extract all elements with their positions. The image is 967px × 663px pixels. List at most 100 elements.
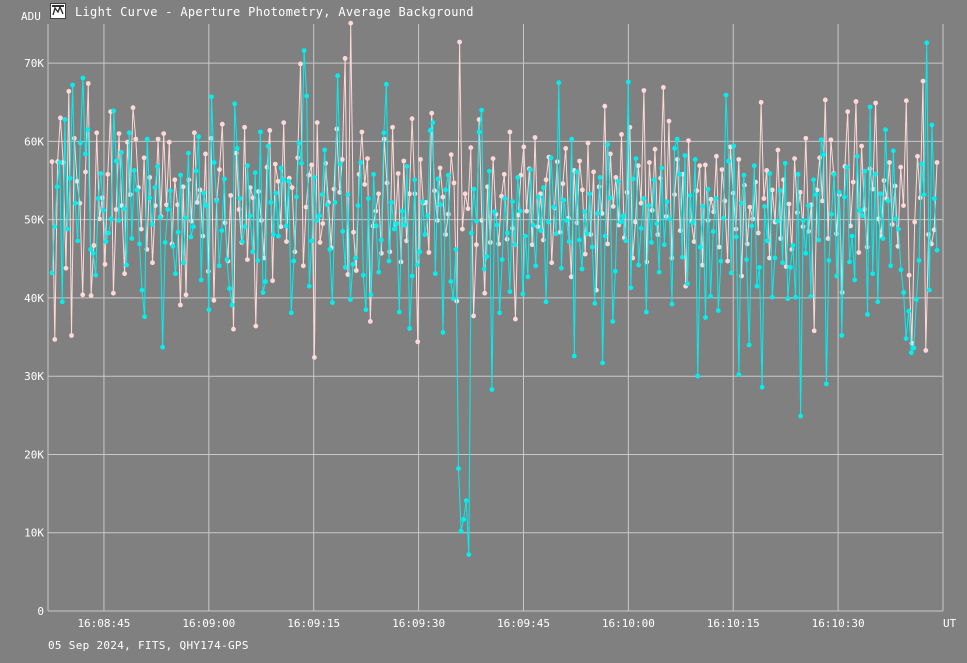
data-point bbox=[348, 297, 353, 302]
data-point bbox=[216, 263, 222, 269]
series-2 bbox=[49, 20, 940, 360]
data-point bbox=[864, 244, 870, 250]
data-point bbox=[862, 168, 868, 174]
data-point bbox=[402, 222, 407, 228]
data-point bbox=[713, 196, 719, 201]
data-point bbox=[750, 216, 756, 222]
data-point bbox=[412, 177, 418, 183]
data-point bbox=[521, 144, 527, 150]
data-point bbox=[448, 152, 454, 158]
data-point bbox=[85, 81, 91, 86]
data-point bbox=[272, 161, 278, 167]
y-tick-label: 10K bbox=[24, 527, 44, 540]
data-point bbox=[777, 188, 783, 194]
data-point bbox=[535, 224, 541, 230]
data-point bbox=[504, 236, 510, 242]
data-point bbox=[795, 171, 801, 177]
data-point bbox=[426, 250, 432, 255]
data-point bbox=[97, 216, 102, 222]
data-point bbox=[722, 198, 728, 204]
data-point bbox=[502, 196, 508, 201]
data-point bbox=[490, 156, 496, 162]
data-point bbox=[389, 200, 394, 205]
data-point bbox=[584, 231, 590, 237]
data-point bbox=[435, 176, 441, 182]
data-point bbox=[466, 552, 472, 557]
data-point bbox=[751, 163, 757, 169]
data-point bbox=[170, 243, 176, 249]
data-point bbox=[409, 116, 415, 122]
light-curve-app-icon[interactable] bbox=[50, 3, 66, 19]
data-point bbox=[914, 297, 919, 302]
data-point bbox=[523, 233, 528, 239]
data-point bbox=[705, 186, 711, 192]
data-point bbox=[661, 85, 666, 90]
data-point bbox=[749, 223, 755, 229]
data-point bbox=[664, 199, 670, 205]
data-point bbox=[849, 233, 855, 239]
data-point bbox=[368, 292, 374, 298]
data-point bbox=[690, 220, 695, 226]
data-point bbox=[476, 129, 482, 135]
data-point bbox=[317, 240, 323, 245]
data-point bbox=[633, 156, 639, 162]
data-point bbox=[892, 183, 898, 189]
data-point bbox=[803, 250, 809, 256]
data-point bbox=[457, 39, 462, 45]
data-point bbox=[367, 319, 373, 324]
data-point bbox=[180, 184, 186, 190]
data-point bbox=[654, 221, 659, 227]
data-point bbox=[797, 189, 803, 195]
data-point bbox=[440, 330, 446, 335]
data-point bbox=[275, 178, 281, 184]
data-point bbox=[728, 270, 734, 276]
data-point bbox=[130, 105, 136, 111]
data-point bbox=[155, 164, 160, 169]
data-point bbox=[211, 160, 217, 165]
data-point bbox=[520, 291, 526, 297]
data-point bbox=[345, 272, 351, 277]
data-point bbox=[88, 247, 93, 252]
data-point bbox=[912, 219, 918, 225]
data-point bbox=[792, 156, 797, 162]
data-point bbox=[803, 135, 809, 141]
data-point bbox=[178, 172, 184, 178]
x-tick-label: 16:10:00 bbox=[602, 617, 655, 630]
data-point bbox=[589, 244, 595, 250]
data-point bbox=[934, 160, 940, 165]
x-tick-label: 16:09:00 bbox=[182, 617, 235, 630]
data-point bbox=[462, 191, 468, 197]
data-point bbox=[820, 198, 825, 204]
data-point bbox=[384, 180, 390, 186]
data-point bbox=[461, 517, 466, 522]
data-point bbox=[510, 199, 515, 205]
data-point bbox=[647, 160, 652, 165]
data-point bbox=[188, 234, 194, 240]
data-point bbox=[494, 222, 500, 228]
data-point bbox=[49, 159, 55, 165]
data-point bbox=[209, 94, 214, 100]
data-point bbox=[474, 242, 479, 248]
data-point bbox=[870, 271, 876, 277]
data-point bbox=[548, 155, 554, 161]
data-point bbox=[204, 203, 209, 209]
data-point bbox=[85, 127, 91, 133]
data-point bbox=[396, 309, 402, 315]
data-point bbox=[816, 237, 822, 243]
data-point bbox=[98, 171, 104, 176]
data-point bbox=[692, 157, 698, 162]
data-point bbox=[549, 260, 555, 266]
data-point bbox=[231, 326, 236, 332]
data-point bbox=[381, 130, 387, 136]
data-point bbox=[391, 226, 397, 232]
data-point bbox=[538, 228, 544, 234]
data-point bbox=[345, 192, 351, 198]
data-point bbox=[559, 265, 564, 271]
data-point bbox=[103, 239, 109, 245]
data-point bbox=[255, 258, 261, 263]
data-point bbox=[715, 308, 721, 313]
data-point bbox=[157, 214, 163, 220]
data-point bbox=[646, 203, 652, 209]
data-point bbox=[610, 319, 616, 324]
